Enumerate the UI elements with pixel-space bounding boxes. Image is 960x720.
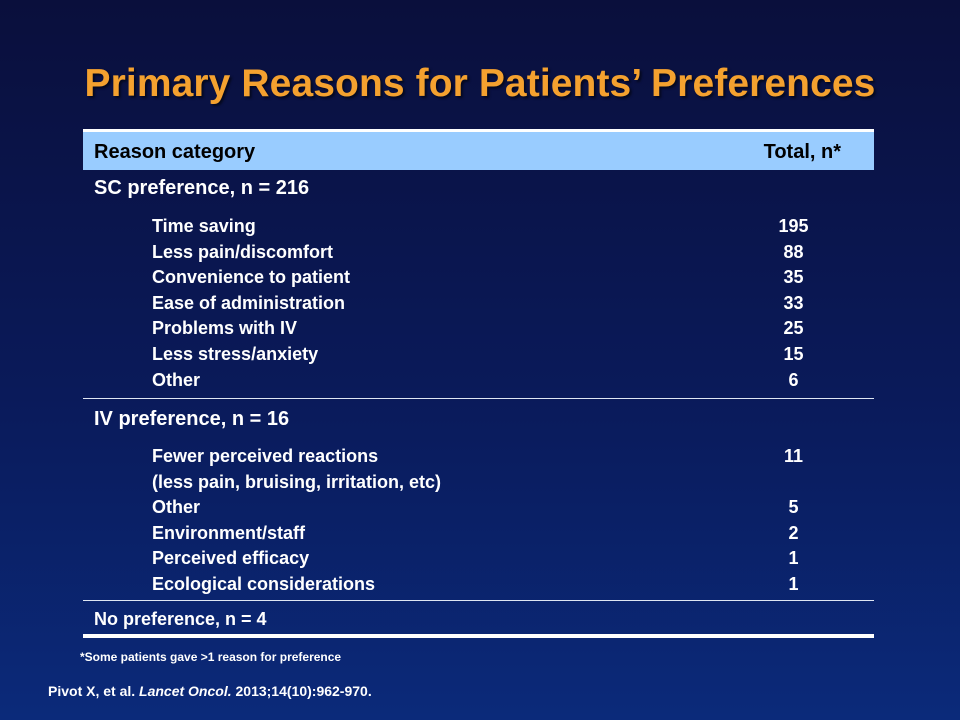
row-value: 195 <box>778 216 809 236</box>
row-value: 35 <box>783 267 804 288</box>
footnote: *Some patients gave >1 reason for prefer… <box>80 650 342 664</box>
table-row: Ecological considerations 1 <box>83 571 874 597</box>
row-value: 5 <box>788 497 799 518</box>
row-label: Less pain/discomfort <box>152 241 334 262</box>
citation-details: 2013;14(10):962-970. <box>235 683 372 699</box>
row-label: Time saving <box>152 216 256 236</box>
iv-rows: Fewer perceived reactions 11 (less pain,… <box>83 443 874 597</box>
table-row: Time saving 195 <box>83 213 874 239</box>
row-label: (less pain, bruising, irritation, etc) <box>152 471 442 492</box>
row-value: 1 <box>788 573 799 594</box>
table-header: Reason category Total, n* <box>83 132 874 170</box>
citation-authors: Pivot X, et al. <box>48 683 136 699</box>
reasons-table: Reason category Total, n* SC preference,… <box>83 129 874 638</box>
table-row: Other 5 <box>83 494 874 520</box>
table-row: Less stress/anxiety 15 <box>83 341 874 367</box>
row-label: Other <box>152 497 201 518</box>
section-divider <box>83 600 874 601</box>
row-label: Ease of administration <box>152 292 346 313</box>
section-divider <box>83 398 874 399</box>
table-row: Fewer perceived reactions 11 <box>83 443 874 469</box>
table-row: (less pain, bruising, irritation, etc) <box>83 469 874 495</box>
row-label: Other <box>152 369 201 390</box>
citation-journal: Lancet Oncol. <box>139 683 232 699</box>
table-bottom-border <box>83 634 874 638</box>
row-value: 15 <box>783 343 804 364</box>
row-value: 6 <box>788 369 799 390</box>
header-total: Total, n* <box>763 141 841 163</box>
section-title-none: No preference, n = 4 <box>94 609 267 629</box>
section-title-sc: SC preference, n = 216 <box>94 177 310 199</box>
row-value: 1 <box>788 548 799 569</box>
table-row: Other 6 <box>83 367 874 393</box>
row-value: 25 <box>783 318 804 339</box>
citation: Pivot X, et al. Lancet Oncol. 2013;14(10… <box>48 683 372 699</box>
sc-rows: Time saving 195 Less pain/discomfort 88 … <box>83 213 874 392</box>
table-row: Problems with IV 25 <box>83 315 874 341</box>
table-row: Perceived efficacy 1 <box>83 545 874 571</box>
row-label: Fewer perceived reactions <box>152 446 379 466</box>
section-title-iv: IV preference, n = 16 <box>94 408 290 430</box>
row-label: Perceived efficacy <box>152 548 310 569</box>
slide-title: Primary Reasons for Patients’ Preference… <box>84 62 876 105</box>
row-value: 88 <box>783 241 804 262</box>
row-label: Less stress/anxiety <box>152 343 319 364</box>
row-label: Ecological considerations <box>152 573 376 594</box>
row-label: Environment/staff <box>152 522 306 543</box>
row-value: 2 <box>788 522 799 543</box>
header-reason-category: Reason category <box>94 141 256 163</box>
table-row: Less pain/discomfort 88 <box>83 239 874 265</box>
row-label: Problems with IV <box>152 318 298 339</box>
table-row: Environment/staff 2 <box>83 520 874 546</box>
table-top-border <box>83 129 874 132</box>
row-label: Convenience to patient <box>152 267 351 288</box>
table-row: Convenience to patient 35 <box>83 264 874 290</box>
row-value: 11 <box>783 446 804 466</box>
table-row: Ease of administration 33 <box>83 290 874 316</box>
row-value: 33 <box>783 292 804 313</box>
